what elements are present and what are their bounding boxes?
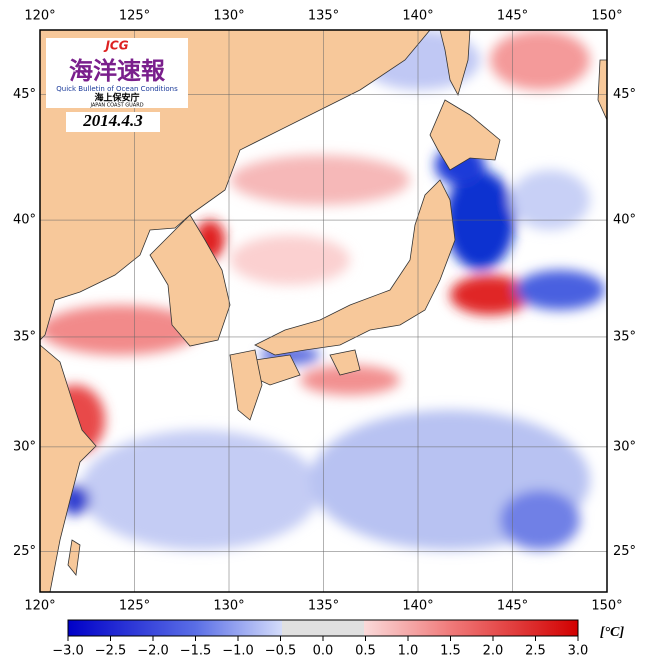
lon-tick-label: 130° (213, 9, 244, 24)
lon-tick-label: 150° (591, 599, 622, 614)
date-box (66, 112, 160, 132)
lat-tick-label: 40° (613, 213, 636, 228)
logo-agency-en: JAPAN COAST GUARD (89, 103, 143, 109)
colorbar-ramp (67, 619, 579, 637)
lon-tick-label: 145° (497, 9, 528, 24)
lat-tick-label: 30° (13, 439, 36, 454)
logo-title: 海洋速報 (69, 57, 166, 85)
logo: JCG 海洋速報 Quick Bulletin of Ocean Conditi… (46, 38, 188, 109)
lon-tick-label: 140° (402, 9, 433, 24)
lon-tick-label: 150° (591, 9, 622, 24)
lat-tick-label: 35° (613, 329, 636, 344)
colorbar-tick-label: 2.5 (525, 644, 546, 659)
lat-tick-label: 25° (613, 544, 636, 559)
colorbar-tick-label: −2.5 (95, 644, 127, 659)
colorbar-tick-label: −1.0 (222, 644, 254, 659)
lon-tick-label: 120° (24, 599, 55, 614)
lat-tick-label: 25° (13, 544, 36, 559)
colorbar-tick-label: −3.0 (52, 644, 84, 659)
map-area (40, 30, 607, 592)
lon-tick-label: 125° (119, 599, 150, 614)
lat-tick-label: 40° (13, 213, 36, 228)
colorbar-tick-label: 0.0 (313, 644, 334, 659)
colorbar-tick-label: 2.0 (483, 644, 504, 659)
colorbar: [°C] −3.0 −2.5 −2.0 −1.5 −1.0 −0.5 0.0 0.5 1.0 1.… (52, 619, 625, 659)
logo-abbr: JCG (103, 39, 128, 53)
lat-tick-label: 45° (613, 87, 636, 102)
lon-tick-label: 135° (308, 599, 339, 614)
lat-tick-label: 30° (613, 439, 636, 454)
colorbar-tick-label: −1.5 (180, 644, 212, 659)
lon-tick-label: 145° (497, 599, 528, 614)
colorbar-tick-label: −0.5 (265, 644, 297, 659)
colorbar-tick-label: −2.0 (137, 644, 169, 659)
colorbar-unit: [°C] (600, 625, 625, 640)
graticule (40, 30, 607, 592)
lat-tick-label: 45° (13, 87, 36, 102)
colorbar-tick-label: 3.0 (568, 644, 589, 659)
colorbar-tick-label: 0.5 (355, 644, 376, 659)
map-frame (39, 29, 608, 593)
date: 2014.4.3 (82, 111, 143, 130)
logo-box (46, 38, 188, 108)
logo-agency: 海上保安庁 (94, 92, 139, 104)
colorbar-tick-label: 1.0 (398, 644, 419, 659)
logo-subtitle: Quick Bulletin of Ocean Conditions (56, 85, 178, 93)
lon-tick-label: 120° (24, 9, 55, 24)
lon-tick-label: 135° (308, 9, 339, 24)
lon-tick-label: 125° (119, 9, 150, 24)
lat-tick-label: 35° (13, 329, 36, 344)
lon-tick-label: 140° (402, 599, 433, 614)
colorbar-tick-label: 1.5 (440, 644, 461, 659)
lon-tick-label: 130° (213, 599, 244, 614)
